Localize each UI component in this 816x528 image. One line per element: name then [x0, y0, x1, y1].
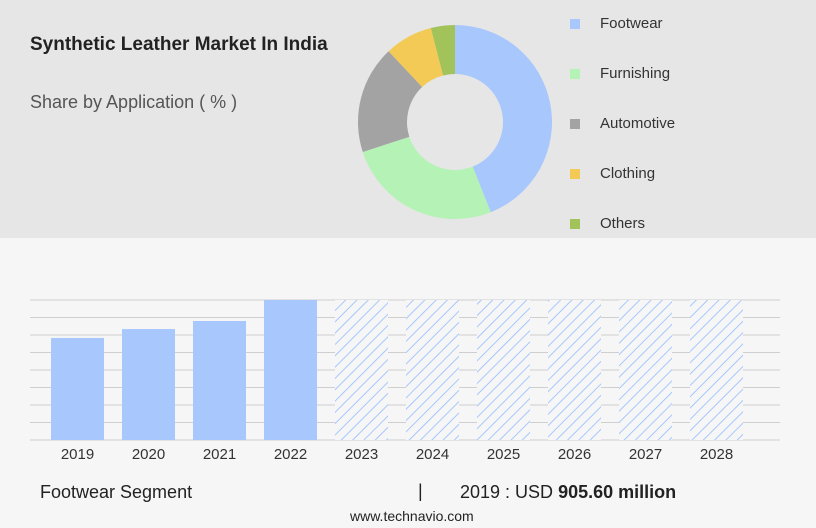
- donut-slice: [388, 28, 444, 88]
- legend-swatch: [570, 169, 580, 179]
- bar: [51, 337, 104, 440]
- footer-separator: |: [418, 481, 423, 501]
- x-tick-label: 2024: [416, 446, 449, 463]
- legend-label: Clothing: [600, 165, 655, 182]
- footer-source: www.technavio.com: [350, 508, 474, 524]
- donut-slice: [430, 25, 455, 76]
- legend-label: Footwear: [600, 15, 663, 32]
- forecast-placeholder: [690, 300, 743, 440]
- forecast-placeholder: [548, 300, 601, 440]
- x-tick-label: 2027: [629, 446, 662, 463]
- bar: [193, 321, 246, 440]
- footer-segment: Footwear Segment: [40, 482, 193, 502]
- chart-subtitle: Share by Application ( % ): [30, 92, 238, 112]
- footer-amount: 905.60 million: [558, 482, 677, 502]
- footer-value: 2019 : USD 905.60 million: [460, 482, 676, 503]
- bar: [122, 329, 175, 440]
- legend-swatch: [570, 219, 580, 229]
- legend-label: Furnishing: [600, 65, 670, 82]
- forecast-placeholder: [477, 300, 530, 440]
- x-tick-label: 2020: [132, 446, 165, 463]
- forecast-placeholder: [406, 300, 459, 440]
- legend-swatch: [570, 19, 580, 29]
- x-tick-label: 2025: [487, 446, 520, 463]
- donut-slice: [358, 51, 423, 152]
- x-tick-label: 2022: [274, 446, 307, 463]
- legend-label: Automotive: [600, 115, 675, 132]
- x-tick-label: 2021: [203, 446, 236, 463]
- bar: [264, 300, 317, 440]
- x-tick-label: 2019: [61, 446, 94, 463]
- donut-slice: [362, 136, 491, 219]
- legend-swatch: [570, 119, 580, 129]
- x-tick-label: 2026: [558, 446, 591, 463]
- chart-title: Synthetic Leather Market In India: [30, 34, 328, 55]
- forecast-placeholder: [619, 300, 672, 440]
- x-tick-label: 2028: [700, 446, 733, 463]
- legend-label: Others: [600, 215, 645, 232]
- legend-swatch: [570, 69, 580, 79]
- footer-prefix: 2019 : USD: [460, 482, 554, 502]
- donut-slice: [455, 25, 552, 213]
- x-tick-label: 2023: [345, 446, 378, 463]
- forecast-placeholder: [335, 300, 388, 440]
